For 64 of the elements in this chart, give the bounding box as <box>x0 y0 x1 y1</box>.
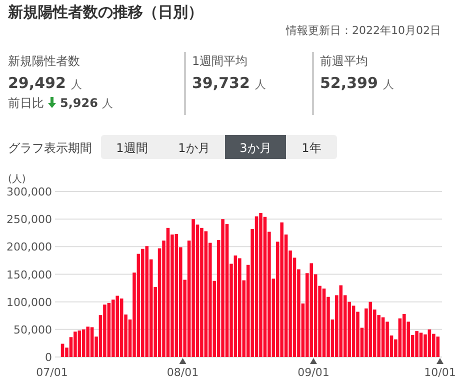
bar <box>398 318 402 357</box>
bar <box>280 222 284 357</box>
bar <box>103 304 106 357</box>
bar <box>192 219 195 357</box>
text: 3か月 <box>240 141 272 155</box>
text: 29,492 人 <box>8 74 82 92</box>
bar <box>432 334 436 357</box>
bar <box>120 298 124 357</box>
x-tick-label: 10/01 <box>424 366 456 379</box>
x-tick-label: 07/01 <box>36 366 68 379</box>
bar <box>402 314 406 357</box>
text: グラフ表示期間 <box>8 141 92 155</box>
bar <box>82 329 86 357</box>
bar <box>234 255 238 357</box>
bar <box>322 288 326 357</box>
text: 1か月 <box>178 141 210 155</box>
bar <box>339 285 343 357</box>
bar <box>352 306 356 357</box>
bar <box>263 216 267 357</box>
bar <box>419 332 423 357</box>
bar <box>141 248 144 357</box>
text: 前日比 <box>8 96 44 110</box>
y-tick-label: 200,000 <box>6 240 52 254</box>
bar <box>221 219 224 357</box>
bar <box>386 322 389 357</box>
bar <box>112 300 115 357</box>
bar <box>200 228 204 357</box>
text: 1週間 <box>116 141 148 155</box>
bar <box>166 228 170 357</box>
text: 39,732 人 <box>192 74 266 92</box>
bar <box>259 213 262 357</box>
bar <box>145 246 149 357</box>
bar <box>381 317 385 357</box>
y-tick-label: 300,000 <box>6 186 52 198</box>
text: 新規陽性者数 <box>8 54 80 68</box>
bar <box>415 331 418 357</box>
bar <box>86 326 90 357</box>
bar <box>78 330 82 357</box>
bar <box>60 344 64 357</box>
y-axis-title: (人) <box>8 174 26 185</box>
y-tick-label: 100,000 <box>6 296 52 309</box>
text: 5,926 人 <box>60 96 114 110</box>
text: 1週間平均 <box>192 54 248 68</box>
x-tick-label: 09/01 <box>298 366 330 379</box>
bar <box>428 329 432 357</box>
y-tick-label: 250,000 <box>6 213 52 226</box>
bar <box>204 231 208 357</box>
text: 1年 <box>302 141 322 155</box>
y-tick-label: 50,000 <box>14 323 52 336</box>
bar <box>116 296 120 357</box>
y-tick-label: 0 <box>45 351 52 364</box>
y-tick-label: 150,000 <box>6 268 52 282</box>
x-tick-label: 08/01 <box>166 366 199 379</box>
bar <box>174 234 178 357</box>
text: 前週平均 <box>320 54 368 68</box>
text: 52,399 人 <box>320 74 394 92</box>
chart-title: 新規陽性者数の推移（日別） <box>7 3 203 21</box>
bar <box>254 216 258 357</box>
bar <box>90 327 94 357</box>
bar <box>107 302 111 357</box>
bar <box>74 332 77 357</box>
bar <box>238 258 242 357</box>
text: 情報更新日：2022年10月02日 <box>285 24 441 37</box>
bar <box>368 302 372 357</box>
